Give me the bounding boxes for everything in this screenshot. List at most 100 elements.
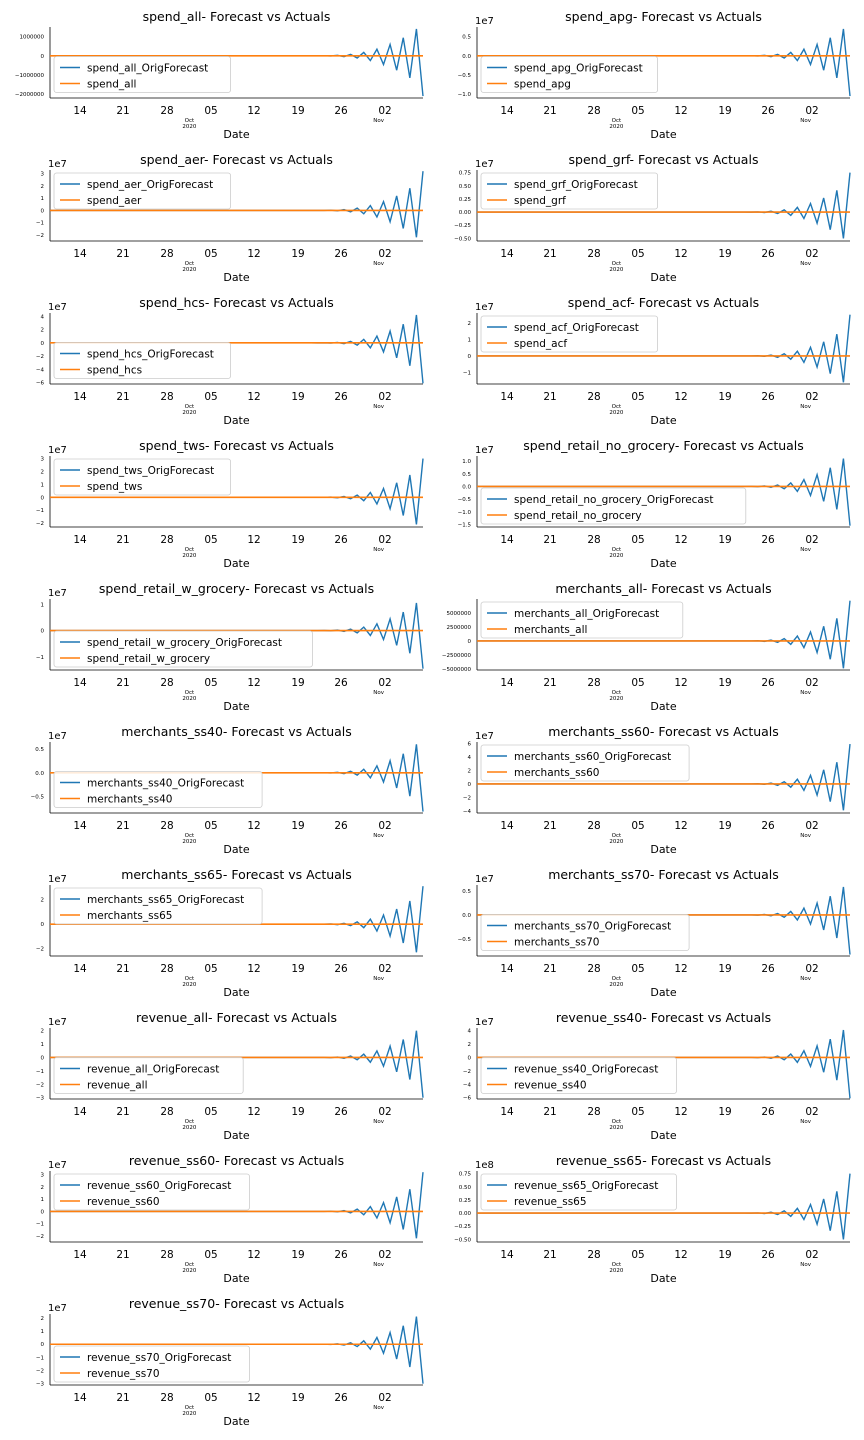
legend: revenue_ss60_OrigForecast revenue_ss60 <box>53 1173 250 1211</box>
chart-title: spend_hcs- Forecast vs Actuals <box>139 295 333 310</box>
x-tick-label: 02 <box>378 820 391 832</box>
x-tick-label: 21 <box>543 1249 556 1261</box>
chart-title: merchants_ss60- Forecast vs Actuals <box>548 724 779 739</box>
y-tick-label: −2 <box>36 233 44 239</box>
y-tick-label: −1 <box>36 508 44 514</box>
chart-title: spend_tws- Forecast vs Actuals <box>139 438 334 453</box>
x-tick-label: 19 <box>718 1106 731 1118</box>
x-tick-label: 14 <box>500 248 514 260</box>
x-month-label: Oct <box>612 118 622 124</box>
x-tick-label: 19 <box>291 1106 304 1118</box>
x-axis-label: Date <box>223 986 250 999</box>
y-tick-label: 2500000 <box>447 625 472 631</box>
x-axis-label: Date <box>650 1129 677 1142</box>
legend: merchants_all_OrigForecast merchants_all <box>480 601 684 639</box>
legend-label: spend_acf_OrigForecast <box>514 322 639 334</box>
x-month-label: Nov <box>800 1262 811 1268</box>
x-tick-label: 14 <box>500 963 514 975</box>
x-tick-label: 14 <box>73 248 87 260</box>
x-month-label: Oct <box>612 690 622 696</box>
axis-exponent: 1e7 <box>48 445 67 456</box>
legend-box <box>53 342 232 379</box>
x-tick-label: 05 <box>204 1106 217 1118</box>
legend-box <box>53 1057 244 1094</box>
x-tick-label: 21 <box>116 677 129 689</box>
chart-panel: revenue_all- Forecast vs Actuals1e7210−1… <box>36 1010 424 1142</box>
x-tick-label: 05 <box>631 677 644 689</box>
axis-exponent: 1e7 <box>475 445 494 456</box>
x-tick-label: 21 <box>543 677 556 689</box>
x-year-label: 2020 <box>182 839 196 845</box>
x-tick-label: 05 <box>204 391 217 403</box>
x-month-label: Nov <box>373 690 384 696</box>
legend: spend_apg_OrigForecast spend_apg <box>480 56 659 93</box>
x-tick-label: 21 <box>543 105 556 117</box>
y-tick-label: −1 <box>36 1222 44 1228</box>
x-tick-label: 28 <box>160 534 173 546</box>
y-tick-label: 1 <box>468 337 472 343</box>
x-tick-label: 05 <box>631 820 644 832</box>
chart-panel: revenue_ss60- Forecast vs Actuals1e73210… <box>36 1153 424 1285</box>
x-year-label: 2020 <box>182 982 196 988</box>
legend-label: spend_hcs_OrigForecast <box>87 349 214 361</box>
y-tick-label: 0 <box>468 354 472 360</box>
legend-box <box>53 172 232 210</box>
y-tick-label: −2 <box>36 947 44 953</box>
x-tick-label: 26 <box>761 391 775 403</box>
x-month-label: Oct <box>185 261 195 267</box>
y-tick-label: −1 <box>36 655 44 661</box>
x-year-label: 2020 <box>182 124 196 130</box>
y-tick-label: −2 <box>36 1082 44 1088</box>
x-tick-label: 21 <box>543 248 556 260</box>
x-tick-label: 19 <box>291 1249 304 1261</box>
y-tick-label: −2 <box>36 1369 44 1375</box>
x-year-label: 2020 <box>182 1268 196 1274</box>
legend-box <box>53 887 263 925</box>
x-tick-label: 14 <box>73 677 87 689</box>
chart-panel: spend_retail_w_grocery- Forecast vs Actu… <box>36 581 424 713</box>
x-tick-label: 28 <box>160 1249 173 1261</box>
legend-label: revenue_ss60 <box>87 1196 160 1208</box>
axis-exponent: 1e7 <box>48 159 67 170</box>
chart-title: spend_grf- Forecast vs Actuals <box>569 152 759 167</box>
y-tick-label: −0.50 <box>454 236 471 242</box>
legend-label: spend_retail_w_grocery <box>87 653 210 665</box>
legend-label: merchants_ss40_OrigForecast <box>87 778 244 790</box>
x-year-label: 2020 <box>182 1411 196 1417</box>
x-tick-label: 28 <box>160 391 173 403</box>
legend: revenue_ss65_OrigForecast revenue_ss65 <box>480 1173 677 1211</box>
x-tick-label: 14 <box>73 820 87 832</box>
chart-panel: merchants_ss70- Forecast vs Actuals 1e7 0.… <box>458 867 851 999</box>
x-tick-label: 19 <box>718 534 731 546</box>
chart-title: merchants_ss70- Forecast vs Actuals <box>548 867 779 882</box>
y-tick-label: 3 <box>41 172 45 178</box>
x-tick-label: 14 <box>500 534 514 546</box>
y-tick-label: 0.5 <box>35 747 44 753</box>
x-tick-label: 14 <box>73 534 87 546</box>
y-tick-label: 0.0 <box>462 484 471 490</box>
legend-label: spend_retail_no_grocery_OrigForecast <box>514 494 713 506</box>
x-tick-label: 19 <box>718 248 731 260</box>
x-tick-label: 02 <box>805 677 818 689</box>
x-axis-label: Date <box>223 1415 250 1428</box>
y-tick-label: 1000000 <box>20 35 45 41</box>
y-tick-label: 0 <box>41 1209 45 1215</box>
chart-panel: spend_all- Forecast vs Actuals 1000000 0 −1… <box>15 9 424 141</box>
x-month-label: Nov <box>800 547 811 553</box>
x-tick-label: 14 <box>500 820 514 832</box>
x-month-label: Nov <box>800 404 811 410</box>
x-tick-label: 12 <box>674 1106 687 1118</box>
x-tick-label: 26 <box>334 105 348 117</box>
x-tick-label: 28 <box>160 963 173 975</box>
legend: merchants_ss70_OrigForecast merchants_ss7… <box>480 914 690 951</box>
x-tick-label: 26 <box>761 1249 775 1261</box>
x-tick-label: 12 <box>674 963 687 975</box>
legend-box <box>480 315 659 353</box>
x-tick-label: 19 <box>718 677 731 689</box>
x-axis-label: Date <box>650 128 677 141</box>
axis-exponent: 1e7 <box>475 731 494 742</box>
legend-label: spend_aer <box>87 195 142 207</box>
y-tick-label: 1 <box>41 1329 45 1335</box>
